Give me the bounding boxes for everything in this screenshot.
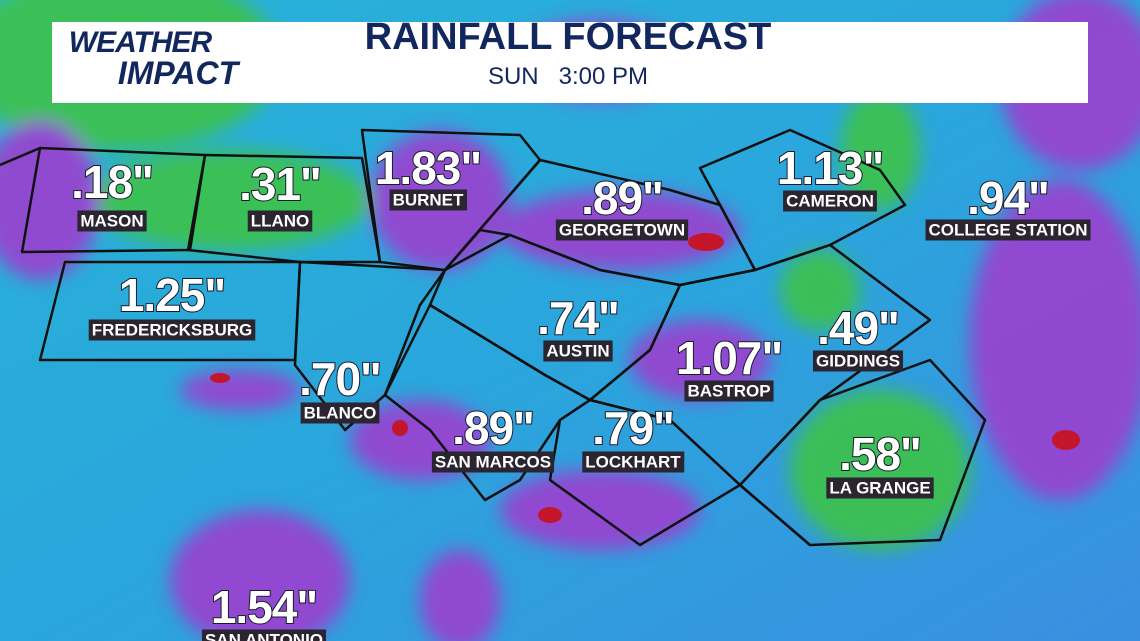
city-name: LA GRANGE <box>829 478 930 497</box>
title: RAINFALL FORECAST <box>365 16 772 58</box>
label-bg <box>543 340 613 362</box>
rain-amount: .89" <box>452 402 534 454</box>
label-bg <box>812 350 904 372</box>
rain-amount: 1.54" <box>211 581 317 633</box>
city-name: LOCKHART <box>585 452 681 471</box>
label-bg <box>88 319 256 341</box>
city-name: LLANO <box>251 211 310 230</box>
rain-amount: 1.13" <box>777 142 883 194</box>
city-name: AUSTIN <box>546 341 609 360</box>
city-name: BURNET <box>393 190 464 209</box>
city-name: BASTROP <box>687 381 770 400</box>
rain-amount: .79" <box>592 402 674 454</box>
logo-top: WEATHER <box>69 26 213 59</box>
city-name: COLLEGE STATION <box>929 220 1088 239</box>
county-borders <box>0 128 987 547</box>
label-bg <box>389 189 468 211</box>
rain-amount: 1.25" <box>119 269 225 321</box>
logo-bottom: IMPACT <box>118 55 241 91</box>
rain-amount: .18" <box>71 156 153 208</box>
city-name: SAN MARCOS <box>435 452 551 471</box>
label-bg <box>201 629 327 641</box>
city-name: SAN ANTONIO <box>205 630 323 641</box>
city-name: MASON <box>80 211 143 230</box>
label-bg <box>783 190 877 212</box>
city-name: GIDDINGS <box>816 351 900 370</box>
rain-amount: .31" <box>239 158 321 210</box>
label-bg <box>555 219 689 241</box>
city-name: BLANCO <box>304 403 377 422</box>
label-bg <box>431 451 555 473</box>
label-bg <box>77 210 147 232</box>
rain-amount: .89" <box>581 172 663 224</box>
label-bg <box>925 219 1091 241</box>
label-bg <box>247 210 313 232</box>
rain-amount: .74" <box>537 292 619 344</box>
rain-amount: 1.83" <box>375 142 481 194</box>
rain-amount: .94" <box>967 172 1049 224</box>
label-bg <box>684 380 774 402</box>
rain-amount: .49" <box>817 302 899 354</box>
label-bg <box>826 477 934 499</box>
rain-amount: .70" <box>299 353 381 405</box>
hotspots <box>210 233 1080 523</box>
subtitle: SUN 3:00 PM <box>488 63 648 90</box>
city-name: FREDERICKSBURG <box>92 320 253 339</box>
rain-amount: .58" <box>839 428 921 480</box>
city-name: GEORGETOWN <box>559 220 685 239</box>
label-bg <box>582 451 685 473</box>
city-name: CAMERON <box>786 191 874 210</box>
header-box <box>52 22 1088 103</box>
rain-amount: 1.07" <box>676 332 782 384</box>
label-bg <box>300 402 380 424</box>
